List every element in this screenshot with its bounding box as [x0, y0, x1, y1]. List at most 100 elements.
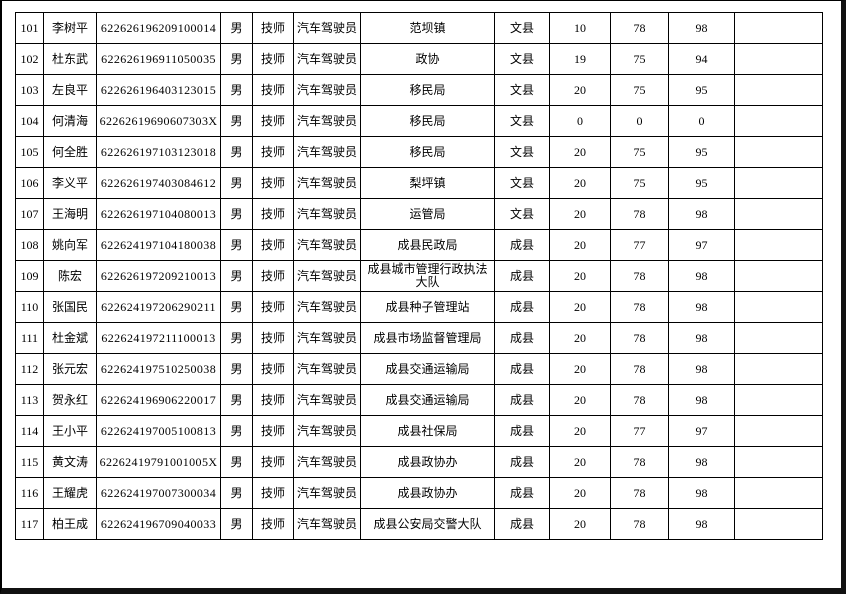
cell-unit: 成县公安局交警大队 — [360, 508, 495, 540]
table-row: 103 左良平 622626196403123015 男 技师 汽车驾驶员 移民… — [15, 74, 823, 106]
cell-score-3: 98 — [668, 353, 735, 385]
table-row: 106 李义平 622626197403084612 男 技师 汽车驾驶员 梨坪… — [15, 167, 823, 199]
cell-score-1: 0 — [549, 105, 611, 137]
cell-score-2: 75 — [610, 74, 669, 106]
cell-id-number: 622626196403123015 — [96, 74, 221, 106]
cell-score-1: 20 — [549, 322, 611, 354]
cell-county: 文县 — [494, 167, 550, 199]
cell-name: 张元宏 — [43, 353, 97, 385]
cell-score-2: 78 — [610, 508, 669, 540]
cell-score-2: 75 — [610, 136, 669, 168]
cell-unit: 成县城市管理行政执法大队 — [360, 260, 495, 292]
cell-occupation: 汽车驾驶员 — [293, 12, 361, 44]
cell-score-3: 95 — [668, 74, 735, 106]
cell-gender: 男 — [220, 353, 253, 385]
cell-occupation: 汽车驾驶员 — [293, 167, 361, 199]
cell-score-1: 10 — [549, 12, 611, 44]
cell-unit: 成县社保局 — [360, 415, 495, 447]
cell-title: 技师 — [252, 260, 294, 292]
cell-id-number: 622624197206290211 — [96, 291, 221, 323]
cell-index: 114 — [15, 415, 44, 447]
cell-name: 黄文涛 — [43, 446, 97, 478]
cell-occupation: 汽车驾驶员 — [293, 260, 361, 292]
cell-id-number: 622624197211100013 — [96, 322, 221, 354]
cell-county: 文县 — [494, 43, 550, 75]
cell-unit: 移民局 — [360, 74, 495, 106]
cell-score-2: 78 — [610, 260, 669, 292]
table-row: 116 王耀虎 622624197007300034 男 技师 汽车驾驶员 成县… — [15, 477, 823, 509]
cell-remark — [734, 415, 823, 447]
cell-index: 110 — [15, 291, 44, 323]
cell-id-number: 62262619690607303X — [96, 105, 221, 137]
cell-unit: 移民局 — [360, 105, 495, 137]
cell-score-2: 78 — [610, 291, 669, 323]
cell-title: 技师 — [252, 322, 294, 354]
cell-gender: 男 — [220, 198, 253, 230]
cell-occupation: 汽车驾驶员 — [293, 353, 361, 385]
cell-remark — [734, 322, 823, 354]
cell-gender: 男 — [220, 446, 253, 478]
cell-id-number: 622626196911050035 — [96, 43, 221, 75]
cell-title: 技师 — [252, 415, 294, 447]
cell-score-1: 20 — [549, 508, 611, 540]
cell-name: 何全胜 — [43, 136, 97, 168]
table-row: 112 张元宏 622624197510250038 男 技师 汽车驾驶员 成县… — [15, 353, 823, 385]
cell-id-number: 622626197403084612 — [96, 167, 221, 199]
table-row: 101 李树平 622626196209100014 男 技师 汽车驾驶员 范坝… — [15, 12, 823, 44]
cell-remark — [734, 136, 823, 168]
cell-name: 王小平 — [43, 415, 97, 447]
cell-score-3: 95 — [668, 136, 735, 168]
cell-unit: 移民局 — [360, 136, 495, 168]
cell-county: 成县 — [494, 415, 550, 447]
cell-index: 102 — [15, 43, 44, 75]
cell-score-3: 98 — [668, 12, 735, 44]
cell-index: 109 — [15, 260, 44, 292]
cell-county: 成县 — [494, 291, 550, 323]
cell-gender: 男 — [220, 167, 253, 199]
cell-remark — [734, 105, 823, 137]
cell-unit: 运管局 — [360, 198, 495, 230]
cell-county: 成县 — [494, 477, 550, 509]
cell-name: 陈宏 — [43, 260, 97, 292]
table-row: 107 王海明 622626197104080013 男 技师 汽车驾驶员 运管… — [15, 198, 823, 230]
cell-name: 贺永红 — [43, 384, 97, 416]
table-row: 111 杜金斌 622624197211100013 男 技师 汽车驾驶员 成县… — [15, 322, 823, 354]
cell-index: 112 — [15, 353, 44, 385]
table-row: 114 王小平 622624197005100813 男 技师 汽车驾驶员 成县… — [15, 415, 823, 447]
table-row: 104 何清海 62262619690607303X 男 技师 汽车驾驶员 移民… — [15, 105, 823, 137]
cell-occupation: 汽车驾驶员 — [293, 43, 361, 75]
cell-name: 杜东武 — [43, 43, 97, 75]
cell-score-3: 97 — [668, 415, 735, 447]
cell-score-1: 20 — [549, 260, 611, 292]
cell-remark — [734, 74, 823, 106]
cell-index: 105 — [15, 136, 44, 168]
cell-title: 技师 — [252, 353, 294, 385]
cell-index: 117 — [15, 508, 44, 540]
cell-score-3: 98 — [668, 260, 735, 292]
cell-occupation: 汽车驾驶员 — [293, 136, 361, 168]
cell-title: 技师 — [252, 74, 294, 106]
cell-gender: 男 — [220, 229, 253, 261]
cell-score-1: 20 — [549, 291, 611, 323]
cell-id-number: 622624197104180038 — [96, 229, 221, 261]
cell-remark — [734, 508, 823, 540]
cell-title: 技师 — [252, 105, 294, 137]
cell-occupation: 汽车驾驶员 — [293, 415, 361, 447]
cell-county: 文县 — [494, 198, 550, 230]
cell-title: 技师 — [252, 384, 294, 416]
cell-score-3: 97 — [668, 229, 735, 261]
table-row: 105 何全胜 622626197103123018 男 技师 汽车驾驶员 移民… — [15, 136, 823, 168]
cell-gender: 男 — [220, 477, 253, 509]
cell-name: 左良平 — [43, 74, 97, 106]
cell-county: 成县 — [494, 384, 550, 416]
cell-score-3: 98 — [668, 198, 735, 230]
cell-score-2: 75 — [610, 43, 669, 75]
cell-occupation: 汽车驾驶员 — [293, 291, 361, 323]
cell-occupation: 汽车驾驶员 — [293, 508, 361, 540]
cell-gender: 男 — [220, 136, 253, 168]
cell-title: 技师 — [252, 477, 294, 509]
cell-title: 技师 — [252, 198, 294, 230]
cell-score-1: 20 — [549, 477, 611, 509]
cell-occupation: 汽车驾驶员 — [293, 322, 361, 354]
